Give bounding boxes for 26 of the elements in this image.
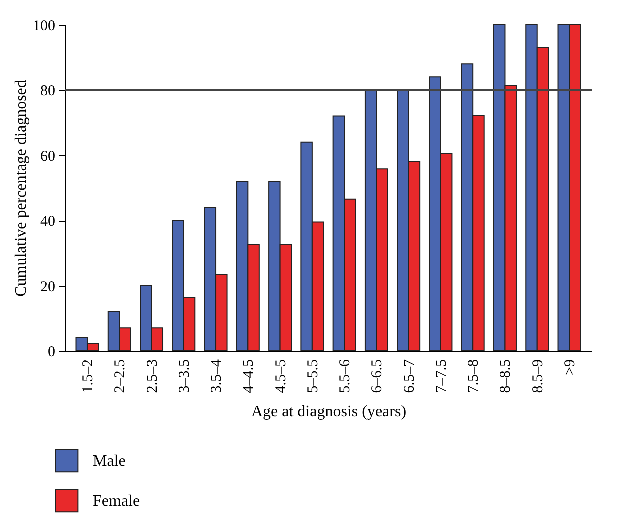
x-tick-label: 2–2.5 — [112, 360, 129, 394]
x-tick-label: 7.5–8 — [466, 360, 482, 394]
x-tick-label: 3.5–4 — [209, 359, 226, 394]
x-tick-label: 5.5–6 — [338, 359, 354, 394]
x-tick-label: 3–3.5 — [176, 360, 193, 394]
x-axis-title: Age at diagnosis (years) — [251, 403, 407, 420]
x-tick-label: 8.5–9 — [530, 360, 546, 394]
y-tick-label: 60 — [40, 148, 56, 165]
x-tick-label: 5–5.5 — [305, 360, 322, 394]
y-tick-label: 40 — [40, 214, 56, 230]
x-tick-label: 6.5–7 — [402, 359, 418, 394]
legend-label: Female — [93, 493, 140, 510]
x-tick-label: 4–4.5 — [241, 360, 258, 394]
x-tick-label: 2.5–3 — [144, 360, 161, 394]
y-axis-title: Cumulative percentage diagnosed — [13, 80, 30, 297]
x-tick-label: 8–8.5 — [498, 360, 514, 394]
x-tick-label: 1.5–2 — [80, 360, 96, 394]
x-tick-label: 7–7.5 — [434, 360, 450, 394]
x-tick-label: 4.5–5 — [273, 360, 290, 394]
x-tick-label: 6–6.5 — [370, 360, 386, 394]
y-tick-label: 20 — [40, 279, 56, 296]
y-tick-label: 100 — [33, 18, 56, 34]
legend-label: Male — [93, 453, 126, 470]
y-tick-label: 80 — [40, 84, 56, 100]
y-tick-label: 0 — [48, 344, 56, 360]
x-tick-label: >9 — [562, 360, 579, 376]
